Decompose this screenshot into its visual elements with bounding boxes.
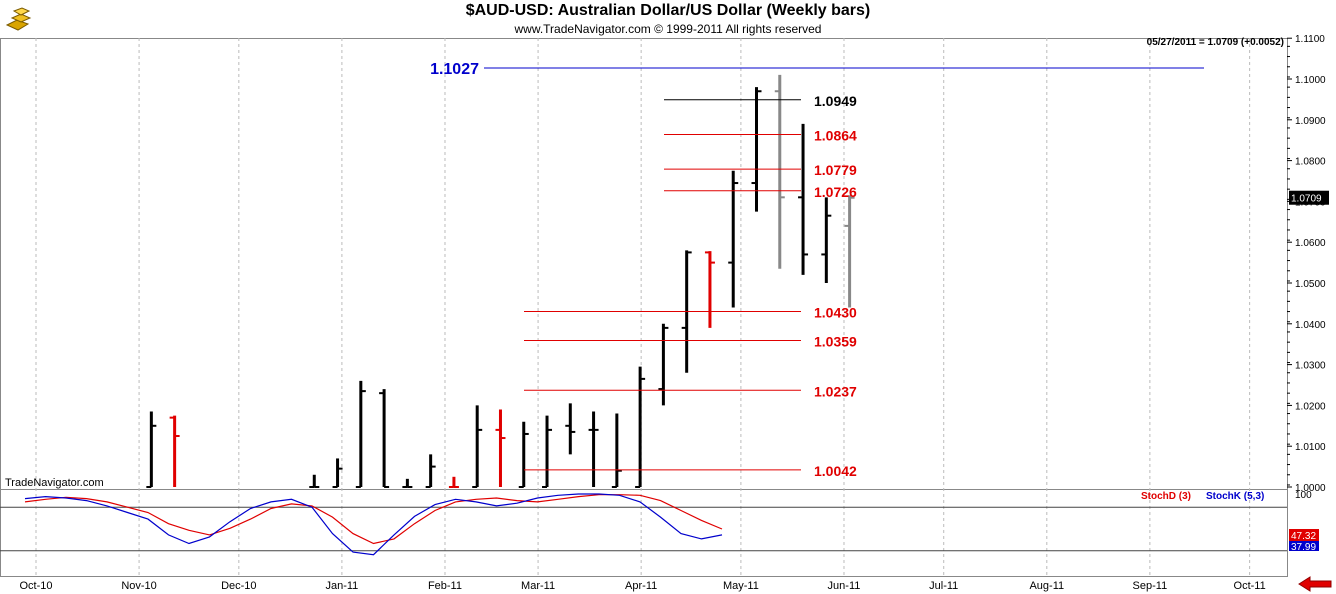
red-left-arrow-icon[interactable] bbox=[1298, 576, 1332, 592]
price-readout: 05/27/2011 = 1.0709 (+0.0052) bbox=[1146, 37, 1284, 48]
stochd-legend: StochD (3) bbox=[1141, 491, 1191, 502]
level-label: 1.1027 bbox=[430, 61, 479, 78]
y-tick-label: 1.0900 bbox=[1295, 116, 1326, 127]
x-tick-label: Jul-11 bbox=[929, 580, 958, 592]
level-label: 1.0864 bbox=[814, 127, 857, 143]
y-tick-label: 1.1100 bbox=[1295, 34, 1325, 45]
gold-bars-logo-icon[interactable] bbox=[4, 3, 34, 33]
x-tick-label: Apr-11 bbox=[625, 580, 657, 592]
y-tick-label: 1.0600 bbox=[1295, 238, 1326, 249]
y-tick-label: 1.0000 bbox=[1295, 483, 1326, 494]
x-tick-label: Aug-11 bbox=[1029, 580, 1064, 592]
y-tick-label: 1.0400 bbox=[1295, 320, 1326, 331]
x-tick-label: Dec-10 bbox=[221, 580, 256, 592]
stoch-axis-label: 100 bbox=[1295, 490, 1312, 501]
y-tick-label: 1.0300 bbox=[1295, 361, 1326, 372]
level-label: 1.0779 bbox=[814, 162, 857, 178]
current-price-tag bbox=[1289, 190, 1329, 205]
x-tick-label: Oct-10 bbox=[19, 580, 52, 592]
current-price-label: 1.0709 bbox=[1291, 194, 1322, 205]
chart-title: $AUD-USD: Australian Dollar/US Dollar (W… bbox=[465, 2, 871, 19]
stochk-value-label: 37.99 bbox=[1291, 542, 1316, 553]
stochd-line bbox=[24, 494, 723, 545]
stochd-value-label: 47.32 bbox=[1291, 531, 1316, 542]
level-label: 1.0430 bbox=[814, 305, 857, 321]
stochk-legend: StochK (5,3) bbox=[1206, 491, 1265, 502]
level-label: 1.0042 bbox=[814, 463, 857, 479]
y-tick-label: 1.0500 bbox=[1295, 279, 1326, 290]
x-tick-label: May-11 bbox=[723, 580, 759, 592]
y-tick-label: 1.1000 bbox=[1295, 75, 1326, 86]
x-tick-label: Feb-11 bbox=[428, 580, 462, 592]
x-tick-label: Oct-11 bbox=[1234, 580, 1266, 592]
y-tick-label: 1.0800 bbox=[1295, 157, 1326, 168]
stochk-value-tag bbox=[1289, 541, 1319, 551]
level-label: 1.0359 bbox=[814, 334, 857, 350]
x-tick-label: Sep-11 bbox=[1133, 580, 1168, 592]
y-tick-label: 1.0100 bbox=[1295, 442, 1326, 453]
y-tick-label: 1.0200 bbox=[1295, 401, 1326, 412]
x-tick-label: Jun-11 bbox=[828, 580, 861, 592]
x-tick-label: Nov-10 bbox=[121, 580, 156, 592]
stochd-value-tag bbox=[1289, 529, 1319, 541]
level-label: 1.0237 bbox=[814, 383, 857, 399]
brand-label: TradeNavigator.com bbox=[5, 477, 104, 489]
chart-subtitle: www.TradeNavigator.com © 1999-2011 All r… bbox=[514, 22, 822, 36]
x-tick-label: Mar-11 bbox=[521, 580, 555, 592]
level-label: 1.0949 bbox=[814, 93, 857, 109]
level-label: 1.0726 bbox=[814, 184, 857, 200]
stochk-line bbox=[24, 493, 723, 556]
x-tick-label: Jan-11 bbox=[325, 580, 358, 592]
